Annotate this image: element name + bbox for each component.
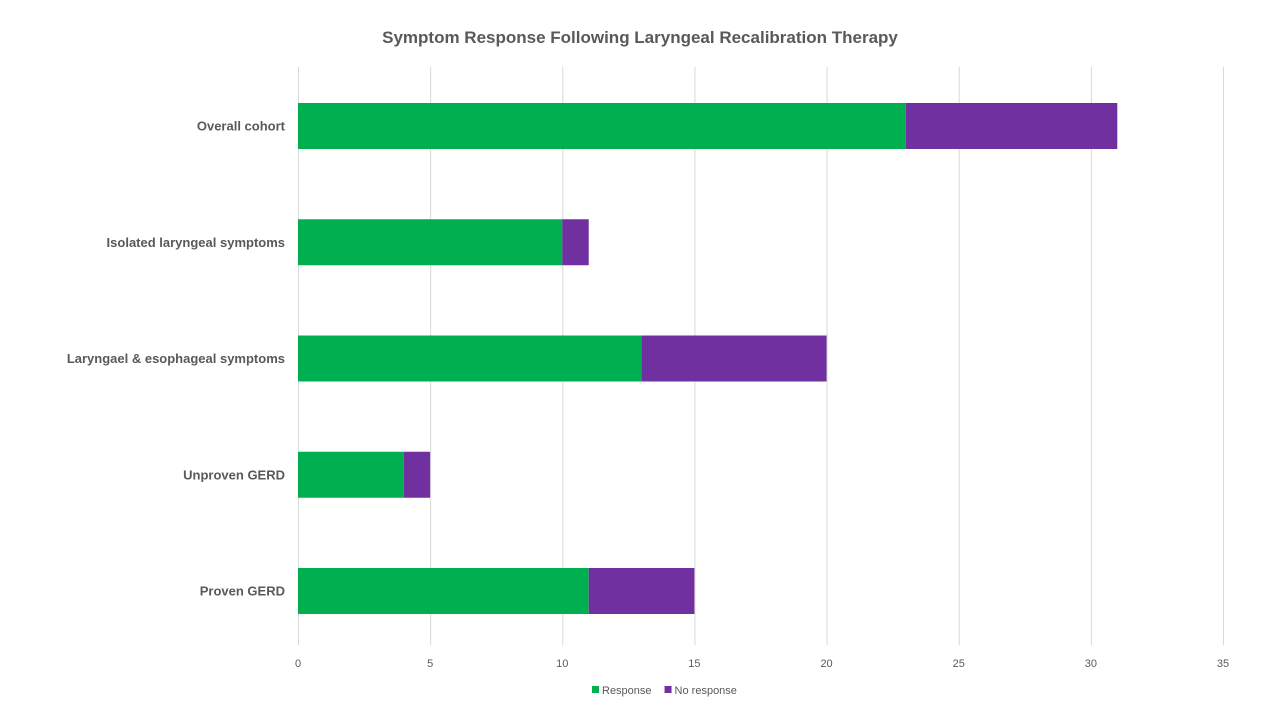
category-label-4: Proven GERD	[200, 584, 285, 599]
x-tick-label-0: 0	[295, 658, 301, 670]
category-label-0: Overall cohort	[197, 119, 286, 134]
x-tick-label-35: 35	[1217, 658, 1229, 670]
legend-swatch-no-response	[664, 686, 672, 693]
category-labels: Overall cohort Isolated laryngeal symptom…	[67, 119, 286, 599]
x-tick-label-30: 30	[1085, 658, 1097, 670]
bar-no-response-1	[562, 219, 589, 266]
bar-response-1	[298, 219, 563, 266]
bar-response-3	[298, 451, 404, 498]
legend-label-no-response: No response	[675, 685, 737, 697]
category-label-2: Laryngael & esophageal symptoms	[67, 351, 285, 366]
bar-no-response-0	[905, 103, 1118, 149]
x-tick-label-5: 5	[427, 658, 433, 670]
bar-no-response-3	[403, 451, 431, 498]
x-tick-label-20: 20	[820, 658, 832, 670]
chart-title: Symptom Response Following Laryngeal Rec…	[382, 28, 898, 47]
x-tick-label-10: 10	[556, 658, 568, 670]
x-tick-label-15: 15	[688, 658, 700, 670]
legend: Response No response	[592, 685, 737, 697]
bar-response-2	[298, 335, 642, 382]
bar-no-response-4	[588, 568, 695, 614]
bar-response-0	[298, 103, 906, 149]
bars	[298, 103, 1118, 614]
legend-label-response: Response	[602, 685, 652, 697]
x-tick-label-25: 25	[953, 658, 965, 670]
legend-swatch-response	[592, 686, 599, 693]
category-label-3: Unproven GERD	[183, 467, 285, 482]
category-label-1: Isolated laryngeal symptoms	[107, 235, 285, 250]
bar-response-4	[298, 568, 589, 614]
bar-no-response-2	[641, 335, 827, 382]
x-axis-tick-labels: 0 5 10 15 20 25 30 35	[295, 658, 1229, 670]
